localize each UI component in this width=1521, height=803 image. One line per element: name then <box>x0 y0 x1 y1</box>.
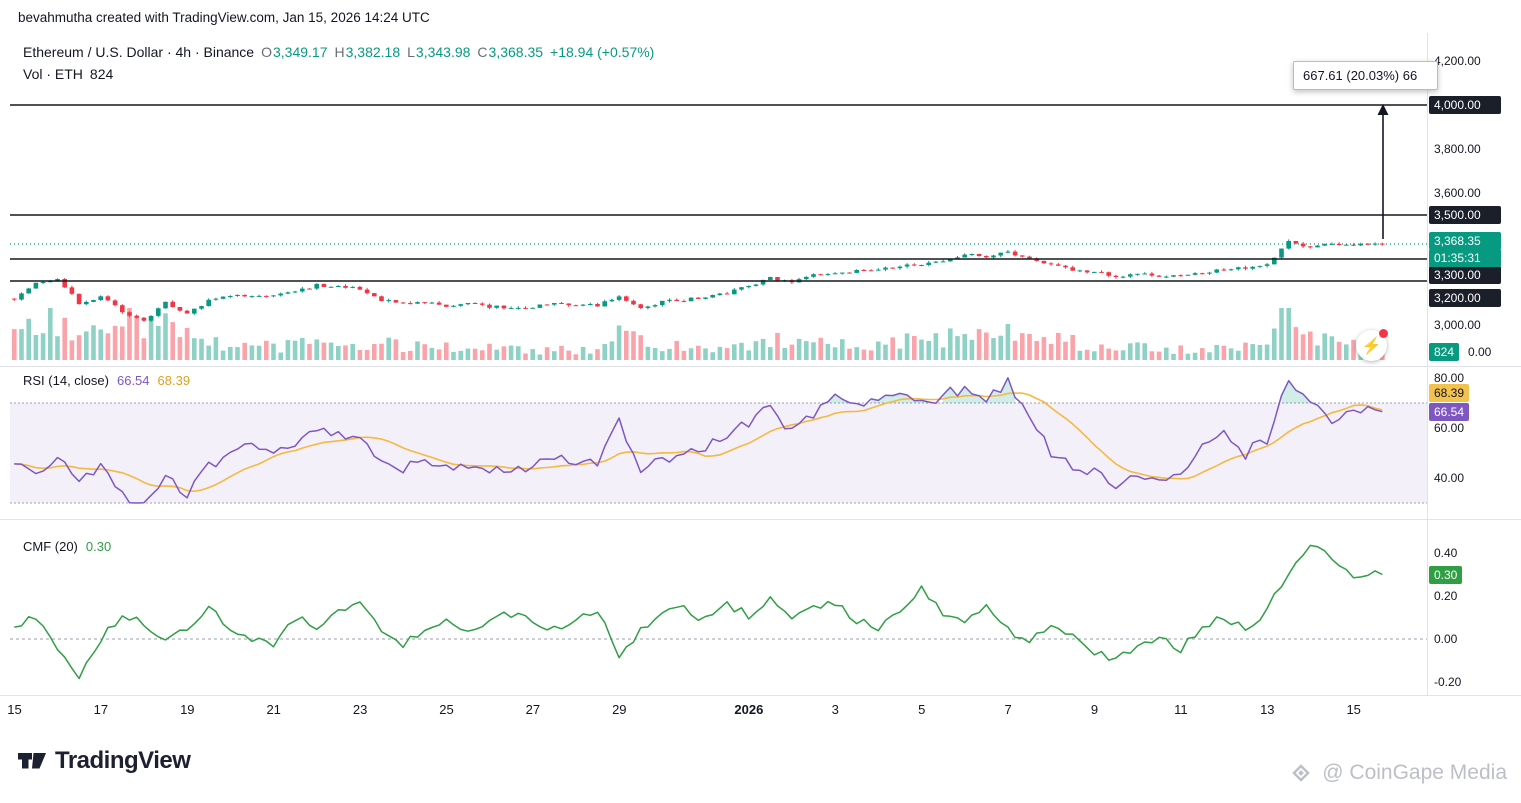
rsi-axis-label: 40.00 <box>1434 471 1465 485</box>
cmf-axis-label: -0.20 <box>1434 675 1462 689</box>
price-level-badge: 3,500.00 <box>1429 206 1501 224</box>
change-value: +18.94 (+0.57%) <box>550 44 655 60</box>
lightning-icon: ⚡ <box>1361 337 1382 355</box>
quick-action-button[interactable]: ⚡ <box>1356 329 1388 361</box>
time-axis-label: 15 <box>1346 702 1361 717</box>
time-axis-label: 9 <box>1090 702 1099 717</box>
price-axis-label: 3,600.00 <box>1434 186 1481 200</box>
ohlc-close: C3,368.35 <box>477 44 543 60</box>
cmf-legend[interactable]: CMF (20) 0.30 <box>23 539 111 554</box>
volume-legend[interactable]: Vol · ETH 824 <box>23 66 113 82</box>
volume-zero-label: 0.00 <box>1468 345 1492 359</box>
coingape-icon <box>1292 764 1311 782</box>
price-level-badge: 3,300.00 <box>1429 266 1501 284</box>
coingape-text: @ CoinGape Media <box>1322 761 1507 784</box>
rsi-title: RSI (14, close) <box>23 373 109 388</box>
cmf-value: 0.30 <box>85 539 112 554</box>
low-label: L <box>407 44 415 60</box>
price-axis-label: 3,800.00 <box>1434 142 1481 156</box>
ohlc-low: L3,343.98 <box>407 44 470 60</box>
open-value: 3,349.17 <box>273 44 328 60</box>
time-axis-label: 7 <box>1004 702 1012 717</box>
current-price-badge: 3,368.35 <box>1429 232 1501 250</box>
tradingview-logo[interactable]: TradingView <box>17 746 191 776</box>
credit-line: bevahmutha created with TradingView.com,… <box>18 10 430 25</box>
volume-label: Vol · ETH <box>23 66 83 82</box>
cmf-axis-label: 0.00 <box>1434 632 1458 646</box>
symbol-legend[interactable]: Ethereum / U.S. Dollar · 4h · Binance O3… <box>23 44 654 60</box>
ohlc-high: H3,382.18 <box>335 44 401 60</box>
rsi-axis-label: 60.00 <box>1434 421 1465 435</box>
high-value: 3,382.18 <box>345 44 401 60</box>
notification-dot <box>1379 329 1388 338</box>
close-label: C <box>477 44 488 60</box>
price-axis-label: 4,200.00 <box>1434 54 1481 68</box>
tradingview-logo-icon <box>18 753 46 769</box>
time-axis-label: 17 <box>93 702 109 717</box>
volume-axis-badge: 824 <box>1429 343 1460 361</box>
coingape-watermark: @ CoinGape Media <box>1289 761 1507 785</box>
time-axis-label: 3 <box>831 702 839 717</box>
close-value: 3,368.35 <box>488 44 544 60</box>
rsi-ma-badge: 68.39 <box>1429 384 1470 402</box>
time-axis-label: 25 <box>439 702 454 717</box>
time-axis-label: 27 <box>525 702 541 717</box>
time-axis-label: 5 <box>918 702 926 717</box>
time-axis-label: 21 <box>266 702 281 717</box>
open-label: O <box>261 44 272 60</box>
rsi-axis-label: 80.00 <box>1434 371 1465 385</box>
time-axis-label: 29 <box>612 702 627 717</box>
time-axis-label: 11 <box>1174 702 1188 717</box>
ohlc-open: O3,349.17 <box>261 44 327 60</box>
price-level-badge: 3,200.00 <box>1429 289 1501 307</box>
cmf-value-badge: 0.30 <box>1429 566 1463 584</box>
bar-countdown-badge: 01:35:31 <box>1429 249 1501 267</box>
rsi-value: 66.54 <box>116 373 150 388</box>
time-axis-label: 23 <box>352 702 368 717</box>
high-label: H <box>334 44 345 60</box>
time-axis-label: 15 <box>7 702 22 717</box>
rsi-legend[interactable]: RSI (14, close) 66.54 68.39 <box>23 373 190 388</box>
cmf-title: CMF (20) <box>23 539 78 554</box>
cmf-axis-label: 0.20 <box>1434 589 1458 603</box>
time-axis-label: 13 <box>1260 702 1275 717</box>
time-axis-label: 2026 <box>734 702 764 717</box>
symbol-title: Ethereum / U.S. Dollar · 4h · Binance <box>23 44 255 60</box>
rsi-value-badge: 66.54 <box>1429 403 1470 421</box>
range-measure-tooltip: 667.61 (20.03%) 66 <box>1293 61 1438 90</box>
low-value: 3,343.98 <box>415 44 471 60</box>
price-level-badge: 4,000.00 <box>1429 96 1501 114</box>
cmf-axis-label: 0.40 <box>1434 546 1458 560</box>
volume-value: 824 <box>89 66 114 82</box>
rsi-ma-value: 68.39 <box>157 373 191 388</box>
time-axis-label: 19 <box>180 702 195 717</box>
tradingview-logo-text: TradingView <box>55 747 191 774</box>
price-axis-label: 3,000.00 <box>1434 318 1481 332</box>
